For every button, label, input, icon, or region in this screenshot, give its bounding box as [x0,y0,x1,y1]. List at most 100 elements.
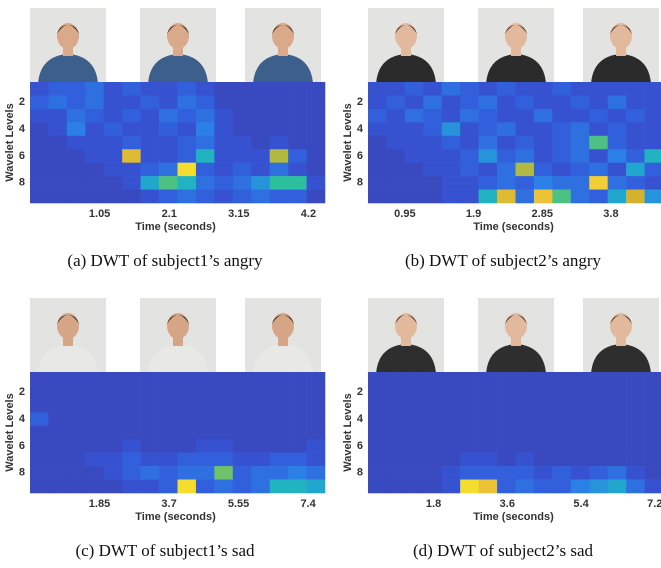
heatmap-cell [177,398,197,413]
heatmap-cell [159,479,178,494]
heatmap-cell [195,412,215,427]
heatmap-cell [85,189,105,204]
heatmap-cell [269,149,289,163]
heatmap-cell [159,452,178,467]
heatmap-cell [159,82,178,96]
x-tick-label: 1.9 [466,208,481,220]
heatmap-cell [368,176,387,190]
heatmap-cell [644,149,661,163]
heatmap-cell [497,135,516,150]
heatmap-cell [140,95,160,110]
heatmap-cell [48,425,68,440]
x-tick-label: 1.85 [89,498,110,510]
heatmap-cell [232,82,252,96]
heatmap-cell [478,466,498,480]
heatmap-cell [404,162,424,177]
heatmap-cell [251,176,270,190]
heatmap-cell [515,412,535,427]
heatmap-cell [644,439,661,453]
heatmap-cell [269,122,289,137]
heatmap-cell [423,385,443,400]
heatmap-cell [103,412,123,427]
heatmap-cell [85,176,105,190]
heatmap-cell [159,372,178,386]
heatmap-cell [497,108,516,123]
heatmap-cell [478,452,498,467]
heatmap-cell [497,479,516,494]
heatmap-cell [159,425,178,440]
heatmap-cell [607,372,627,386]
heatmap-cell [214,398,234,413]
heatmap-cell [269,452,289,467]
heatmap-cell [251,108,270,123]
heatmap-cell [232,135,252,150]
heatmap-cell [288,122,307,137]
heatmap-cell [386,176,406,190]
heatmap-cell [441,176,461,190]
heatmap-cell [30,466,49,480]
heatmap-cell [177,466,197,480]
heatmap-cell [30,452,49,467]
heatmap-cell [66,189,86,204]
heatmap-cell [441,95,461,110]
heatmap-cell [103,122,123,137]
heatmap-cell [214,108,234,123]
heatmap-cell [251,122,270,137]
photo-person-neck [616,336,626,346]
heatmap-cell [607,149,627,163]
photo [478,298,554,374]
heatmap-cell [103,425,123,440]
heatmap-cell [177,108,197,123]
y-tick-label: 2 [357,386,363,398]
photo-person-body [591,344,651,374]
heatmap-cell [30,176,49,190]
heatmap-cell [232,149,252,163]
heatmap-cell [30,149,49,163]
heatmap-cell [306,176,326,190]
heatmap-cell [497,162,516,177]
heatmap-cell [122,479,141,494]
heatmap-cell [386,82,406,96]
heatmap-cell [140,412,160,427]
heatmap-cell [103,108,123,123]
heatmap-cell [177,189,197,204]
heatmap-cell [589,425,608,440]
heatmap-cell [48,162,68,177]
heatmap-cell [159,385,178,400]
photo-person-head [395,313,417,339]
heatmap-cell [103,372,123,386]
heatmap-cell [103,162,123,177]
heatmap-cell [460,95,479,110]
heatmap-cell [214,412,234,427]
heatmap-cell [48,466,68,480]
heatmap-cell [195,149,215,163]
x-axis-label: Time (seconds) [135,511,216,523]
heatmap-cell [288,135,307,150]
y-tick-label: 6 [19,150,25,162]
heatmap-cell [533,149,553,163]
photo-person-neck [511,46,521,56]
heatmap-cell [122,398,141,413]
heatmap-cell [570,176,590,190]
heatmap-cell [404,176,424,190]
heatmap-cell [251,95,270,110]
photo [583,298,659,374]
photo-person-head [57,23,79,49]
heatmap-cell [214,122,234,137]
heatmap-cell [570,162,590,177]
heatmap-cell [533,439,553,453]
heatmap-cell [478,372,498,386]
heatmap-cell [368,82,387,96]
heatmap-cell [195,82,215,96]
heatmap-cell [460,108,479,123]
heatmap-cell [66,95,86,110]
x-axis-label: Time (seconds) [473,221,554,233]
heatmap-cell [460,479,479,494]
heatmap-cell [423,466,443,480]
heatmap-cell [140,479,160,494]
heatmap-cell [48,412,68,427]
heatmap-cell [441,452,461,467]
heatmap-cell [288,466,307,480]
heatmap-cell [122,108,141,123]
heatmap-cell [140,82,160,96]
